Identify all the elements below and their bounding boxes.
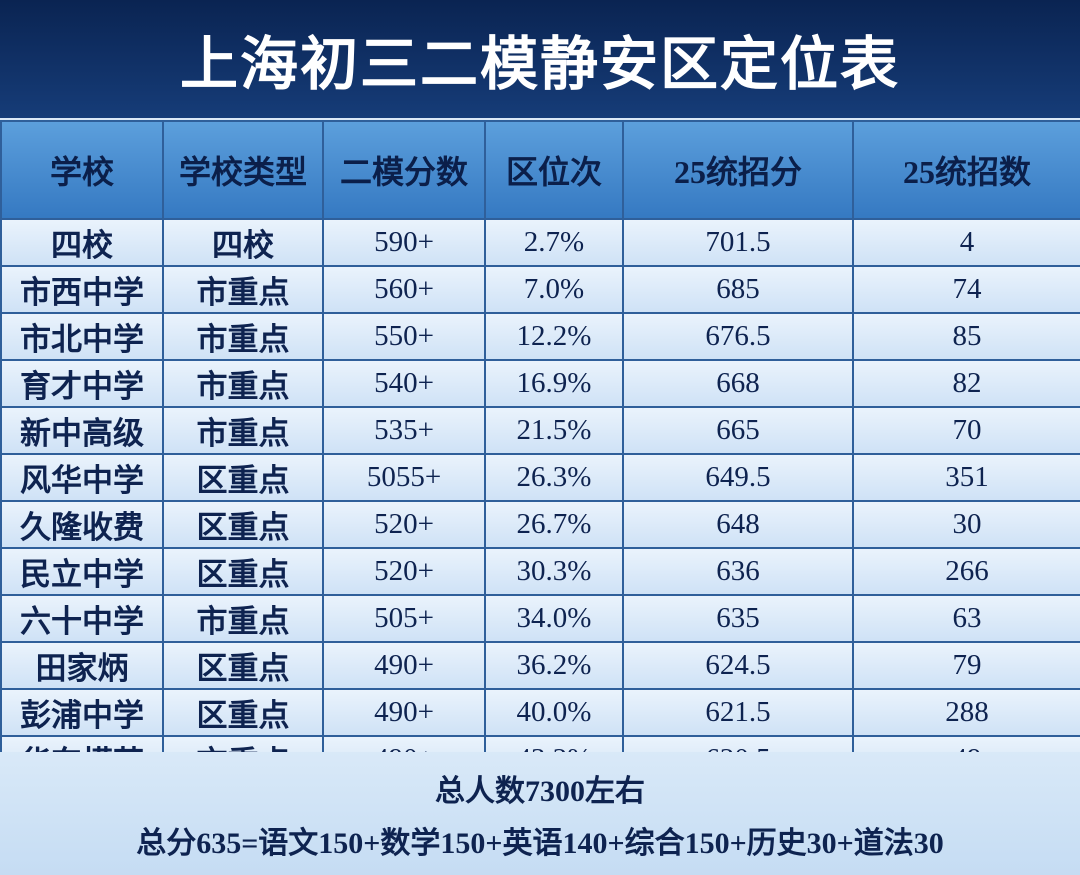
table-cell: 区重点 <box>162 688 324 737</box>
column-header: 学校类型 <box>162 120 324 220</box>
table-cell: 市北中学 <box>0 312 164 361</box>
table-cell: 550+ <box>322 312 486 361</box>
table-cell: 市重点 <box>162 594 324 643</box>
table-row: 民立中学 区重点 520+ 30.3% 636 266 <box>0 547 1080 596</box>
table-cell: 34.0% <box>484 594 624 643</box>
table-row: 六十中学 市重点 505+ 34.0% 635 63 <box>0 594 1080 643</box>
footer-line: 总人数7300左右 <box>435 774 645 808</box>
table-cell: 21.5% <box>484 406 624 455</box>
table-cell: 535+ <box>322 406 486 455</box>
column-header: 区位次 <box>484 120 624 220</box>
table-cell: 12.2% <box>484 312 624 361</box>
table-cell: 85 <box>852 312 1080 361</box>
table-cell: 风华中学 <box>0 453 164 502</box>
table-cell: 624.5 <box>622 641 854 690</box>
table-cell: 田家炳 <box>0 641 164 690</box>
table-cell: 351 <box>852 453 1080 502</box>
table-cell: 676.5 <box>622 312 854 361</box>
table-row: 彭浦中学 区重点 490+ 40.0% 621.5 288 <box>0 688 1080 737</box>
table-cell: 79 <box>852 641 1080 690</box>
table-row: 市西中学 市重点 560+ 7.0% 685 74 <box>0 265 1080 314</box>
table-cell: 74 <box>852 265 1080 314</box>
table-row: 新中高级 市重点 535+ 21.5% 665 70 <box>0 406 1080 455</box>
table-cell: 685 <box>622 265 854 314</box>
table-cell: 82 <box>852 359 1080 408</box>
table-cell: 648 <box>622 500 854 549</box>
table-cell: 636 <box>622 547 854 596</box>
table-cell: 540+ <box>322 359 486 408</box>
table-cell: 区重点 <box>162 500 324 549</box>
table-cell: 668 <box>622 359 854 408</box>
table-cell: 市重点 <box>162 359 324 408</box>
table-cell: 4 <box>852 218 1080 267</box>
table-cell: 266 <box>852 547 1080 596</box>
table-cell: 30 <box>852 500 1080 549</box>
table-row: 育才中学 市重点 540+ 16.9% 668 82 <box>0 359 1080 408</box>
table-cell: 520+ <box>322 500 486 549</box>
footer-line: 总分635=语文150+数学150+英语140+综合150+历史30+道法30 <box>136 826 944 860</box>
table-cell: 市西中学 <box>0 265 164 314</box>
column-header: 二模分数 <box>322 120 486 220</box>
column-header: 25统招分 <box>622 120 854 220</box>
table-cell: 市重点 <box>162 406 324 455</box>
table-cell: 701.5 <box>622 218 854 267</box>
footer: 总人数7300左右总分635=语文150+数学150+英语140+综合150+历… <box>0 752 1080 875</box>
table-row: 风华中学 区重点 5055+ 26.3% 649.5 351 <box>0 453 1080 502</box>
table-cell: 育才中学 <box>0 359 164 408</box>
table-cell: 590+ <box>322 218 486 267</box>
table-row: 四校 四校 590+ 2.7% 701.5 4 <box>0 218 1080 267</box>
table-cell: 区重点 <box>162 453 324 502</box>
table-cell: 26.3% <box>484 453 624 502</box>
table-cell: 635 <box>622 594 854 643</box>
table-cell: 5055+ <box>322 453 486 502</box>
table-cell: 560+ <box>322 265 486 314</box>
table-cell: 70 <box>852 406 1080 455</box>
table-cell: 490+ <box>322 641 486 690</box>
table-cell: 7.0% <box>484 265 624 314</box>
table-cell: 市重点 <box>162 265 324 314</box>
table-cell: 四校 <box>0 218 164 267</box>
table-row: 市北中学 市重点 550+ 12.2% 676.5 85 <box>0 312 1080 361</box>
title: 上海初三二模静安区定位表 <box>0 0 1080 118</box>
table-cell: 2.7% <box>484 218 624 267</box>
table-cell: 区重点 <box>162 547 324 596</box>
table-cell: 六十中学 <box>0 594 164 643</box>
table-cell: 彭浦中学 <box>0 688 164 737</box>
table-cell: 40.0% <box>484 688 624 737</box>
table-cell: 久隆收费 <box>0 500 164 549</box>
table-cell: 63 <box>852 594 1080 643</box>
table-cell: 民立中学 <box>0 547 164 596</box>
table-cell: 490+ <box>322 688 486 737</box>
table-body: 四校 四校 590+ 2.7% 701.5 4 市西中学 市重点 560+ 7.0% 685 74 市北… <box>0 218 1080 784</box>
table-cell: 665 <box>622 406 854 455</box>
table-cell: 649.5 <box>622 453 854 502</box>
table-cell: 621.5 <box>622 688 854 737</box>
table-cell: 市重点 <box>162 312 324 361</box>
table-cell: 26.7% <box>484 500 624 549</box>
table-cell: 36.2% <box>484 641 624 690</box>
table-cell: 505+ <box>322 594 486 643</box>
column-header: 学校 <box>0 120 164 220</box>
table-cell: 30.3% <box>484 547 624 596</box>
table-cell: 区重点 <box>162 641 324 690</box>
table-head: 学校 学校类型 二模分数 区位次 25统招分 25统招数 <box>0 120 1080 220</box>
rank-table: 学校 学校类型 二模分数 区位次 25统招分 25统招数 四校 四校 590+ 2.7% 701.… <box>0 120 1080 784</box>
header-row: 学校 学校类型 二模分数 区位次 25统招分 25统招数 <box>0 120 1080 220</box>
table-row: 田家炳 区重点 490+ 36.2% 624.5 79 <box>0 641 1080 690</box>
table-cell: 16.9% <box>484 359 624 408</box>
table-cell: 四校 <box>162 218 324 267</box>
column-header: 25统招数 <box>852 120 1080 220</box>
table-cell: 新中高级 <box>0 406 164 455</box>
table-cell: 520+ <box>322 547 486 596</box>
table-cell: 288 <box>852 688 1080 737</box>
table-row: 久隆收费 区重点 520+ 26.7% 648 30 <box>0 500 1080 549</box>
